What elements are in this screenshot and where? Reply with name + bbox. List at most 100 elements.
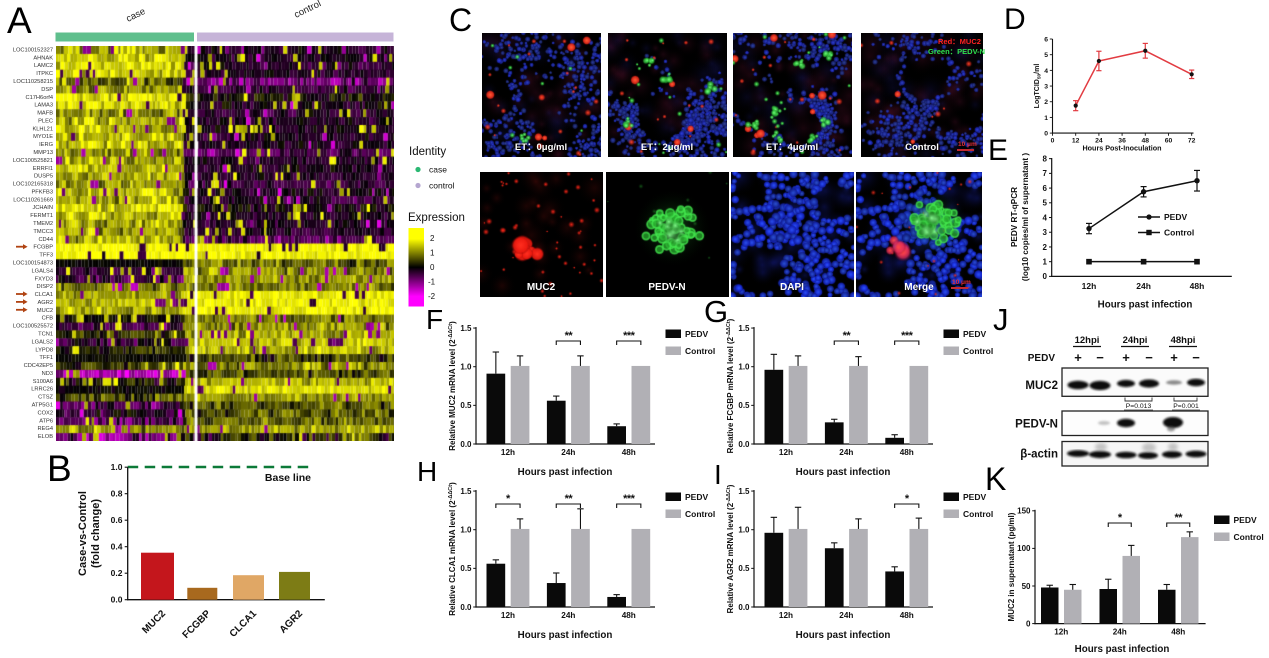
svg-text:MAFB: MAFB bbox=[37, 111, 53, 117]
svg-text:8: 8 bbox=[1043, 154, 1048, 163]
svg-text:2: 2 bbox=[1044, 99, 1048, 106]
svg-text:PEDV-N: PEDV-N bbox=[648, 282, 685, 293]
svg-text:LOC110258215: LOC110258215 bbox=[13, 79, 53, 85]
svg-text:*: * bbox=[1118, 512, 1123, 524]
svg-text:Hours past infection: Hours past infection bbox=[796, 630, 891, 641]
svg-text:3: 3 bbox=[1043, 228, 1048, 237]
svg-text:(log10 copies/ml of supernatan: (log10 copies/ml of supernatant ) bbox=[1021, 153, 1030, 282]
svg-text:PEDV: PEDV bbox=[1028, 353, 1056, 364]
svg-text:J: J bbox=[993, 302, 1009, 337]
svg-text:Case-vs-Control: Case-vs-Control bbox=[77, 491, 89, 576]
svg-text:Hours past infection: Hours past infection bbox=[1075, 644, 1170, 655]
svg-text:72: 72 bbox=[1188, 138, 1196, 145]
svg-text:24h: 24h bbox=[839, 448, 853, 457]
svg-text:CDC42EP5: CDC42EP5 bbox=[24, 363, 53, 369]
svg-text:KLHL21: KLHL21 bbox=[32, 126, 53, 132]
svg-text:−: − bbox=[1145, 350, 1153, 365]
svg-text:0.5: 0.5 bbox=[460, 401, 472, 410]
svg-text:Hours past infection: Hours past infection bbox=[518, 467, 613, 478]
svg-text:Hours Post-Inoculation: Hours Post-Inoculation bbox=[1082, 144, 1161, 153]
svg-text:PEDV RT-qPCR: PEDV RT-qPCR bbox=[1010, 187, 1019, 247]
svg-text:1.0: 1.0 bbox=[460, 526, 472, 535]
svg-text:Control: Control bbox=[1164, 228, 1194, 238]
svg-text:MUC2: MUC2 bbox=[37, 308, 53, 314]
svg-text:MYO1E: MYO1E bbox=[33, 134, 53, 140]
svg-text:0.4: 0.4 bbox=[111, 542, 123, 552]
svg-text:A: A bbox=[7, 0, 32, 41]
svg-text:0.8: 0.8 bbox=[111, 489, 123, 499]
svg-text:Base line: Base line bbox=[265, 472, 311, 484]
svg-text:LogTCID50/ml: LogTCID50/ml bbox=[1034, 64, 1043, 109]
svg-text:ITPKC: ITPKC bbox=[36, 71, 53, 77]
svg-text:12h: 12h bbox=[1082, 281, 1097, 291]
svg-text:LOC110261669: LOC110261669 bbox=[13, 197, 53, 203]
svg-text:24h: 24h bbox=[1113, 628, 1127, 637]
svg-text:TMEM2: TMEM2 bbox=[33, 221, 53, 227]
svg-text:LAMC2: LAMC2 bbox=[34, 63, 53, 69]
svg-text:C: C bbox=[449, 2, 472, 38]
svg-text:48hpi: 48hpi bbox=[1171, 335, 1196, 346]
svg-text:0.6: 0.6 bbox=[111, 515, 123, 525]
svg-text:-1: -1 bbox=[428, 278, 436, 287]
svg-text:Relative AGR2 mRNA level (2-ΔΔ: Relative AGR2 mRNA level (2-ΔΔCt) bbox=[726, 484, 735, 613]
svg-text:Control: Control bbox=[685, 346, 715, 356]
svg-text:1.0: 1.0 bbox=[460, 363, 472, 372]
svg-text:0.5: 0.5 bbox=[738, 401, 750, 410]
svg-text:2: 2 bbox=[1043, 243, 1048, 252]
svg-text:***: *** bbox=[901, 330, 914, 342]
svg-text:P=0.001: P=0.001 bbox=[1173, 403, 1199, 410]
svg-text:12h: 12h bbox=[779, 611, 793, 620]
svg-text:LOC100154873: LOC100154873 bbox=[13, 261, 53, 267]
svg-text:Hours past infection: Hours past infection bbox=[796, 467, 891, 478]
svg-text:1: 1 bbox=[430, 249, 435, 258]
svg-text:Control: Control bbox=[963, 346, 993, 356]
svg-text:1: 1 bbox=[1044, 115, 1048, 122]
svg-text:0: 0 bbox=[1026, 619, 1031, 628]
svg-text:AGR2: AGR2 bbox=[278, 608, 306, 636]
svg-text:MUC2: MUC2 bbox=[140, 608, 168, 636]
svg-text:CLCA1: CLCA1 bbox=[228, 608, 260, 640]
svg-text:FCGBP: FCGBP bbox=[33, 245, 53, 251]
svg-text:**: ** bbox=[843, 330, 852, 342]
svg-text:24h: 24h bbox=[839, 611, 853, 620]
svg-text:1.0: 1.0 bbox=[111, 462, 123, 472]
svg-text:PFKFB3: PFKFB3 bbox=[32, 190, 54, 196]
svg-text:1.5: 1.5 bbox=[738, 487, 750, 496]
svg-text:1.5: 1.5 bbox=[460, 324, 472, 333]
svg-text:LGALS4: LGALS4 bbox=[31, 268, 53, 274]
svg-text:TFF1: TFF1 bbox=[39, 355, 53, 361]
svg-text:G: G bbox=[704, 294, 728, 329]
svg-text:4: 4 bbox=[1044, 68, 1048, 75]
svg-text:6: 6 bbox=[1044, 36, 1048, 43]
svg-text:MUC2: MUC2 bbox=[527, 282, 556, 293]
svg-text:***: *** bbox=[623, 493, 636, 505]
svg-text:12h: 12h bbox=[779, 448, 793, 457]
svg-text:CLCA1: CLCA1 bbox=[35, 292, 53, 298]
svg-text:*: * bbox=[905, 493, 910, 505]
svg-text:0.0: 0.0 bbox=[738, 603, 750, 612]
svg-text:MMP13: MMP13 bbox=[33, 150, 53, 156]
svg-text:control: control bbox=[429, 181, 455, 191]
svg-text:ET：2μg/ml: ET：2μg/ml bbox=[641, 142, 693, 153]
svg-text:Control: Control bbox=[905, 142, 939, 153]
svg-text:ATP5G1: ATP5G1 bbox=[32, 403, 53, 409]
svg-text:12h: 12h bbox=[501, 611, 515, 620]
svg-text:48h: 48h bbox=[900, 611, 914, 620]
svg-text:JCHAIN: JCHAIN bbox=[32, 205, 53, 211]
svg-text:ND3: ND3 bbox=[42, 371, 53, 377]
svg-text:LRRC26: LRRC26 bbox=[31, 387, 53, 393]
svg-text:LOC100525572: LOC100525572 bbox=[13, 324, 53, 330]
svg-text:12: 12 bbox=[1072, 138, 1080, 145]
svg-text:Green：PEDV-N: Green：PEDV-N bbox=[928, 47, 985, 56]
svg-text:1.5: 1.5 bbox=[738, 324, 750, 333]
svg-text:0.0: 0.0 bbox=[460, 603, 472, 612]
svg-text:case: case bbox=[429, 165, 447, 175]
svg-text:48h: 48h bbox=[622, 611, 636, 620]
svg-text:4: 4 bbox=[1043, 213, 1048, 222]
svg-text:TCN1: TCN1 bbox=[38, 332, 53, 338]
svg-text:D: D bbox=[1004, 3, 1026, 36]
svg-text:control: control bbox=[292, 0, 322, 21]
svg-text:Relative MUC2 mRNA level (2-ΔΔ: Relative MUC2 mRNA level (2-ΔΔCt) bbox=[448, 321, 457, 451]
svg-text:12h: 12h bbox=[501, 448, 515, 457]
svg-text:PEDV: PEDV bbox=[685, 492, 708, 502]
